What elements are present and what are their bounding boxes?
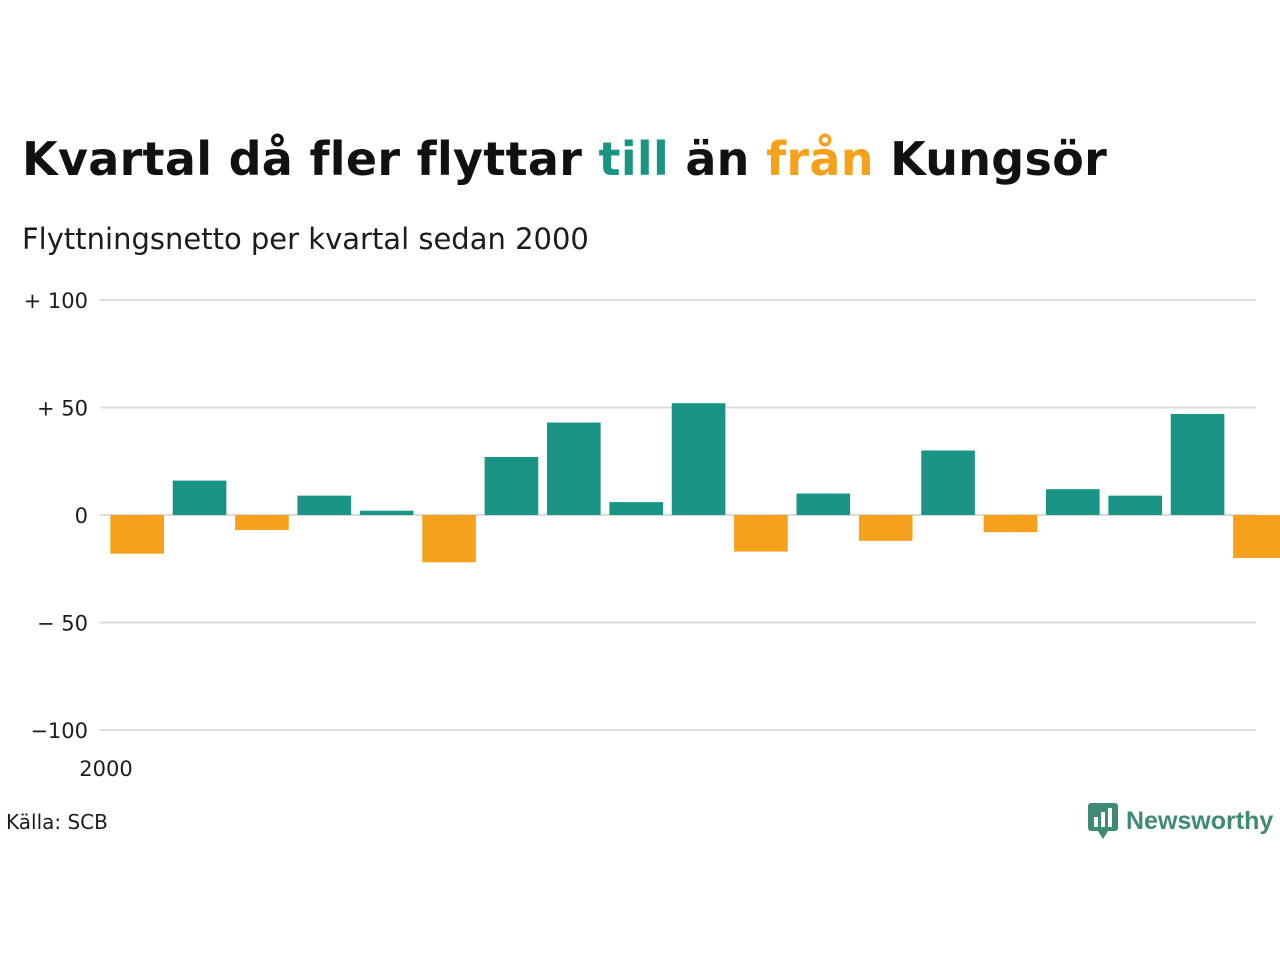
bar-negative <box>858 515 913 541</box>
chart-title: Kvartal då fler flyttar till än från Kun… <box>22 132 1107 186</box>
newsworthy-logo: Newsworthy <box>1088 803 1273 839</box>
x-axis-ticks: 20002005201020152020 <box>79 757 132 781</box>
y-tick-label: + 100 <box>24 289 88 313</box>
bar-positive <box>1045 489 1100 515</box>
bar-negative <box>110 515 165 554</box>
bar-positive <box>609 502 664 515</box>
title-part-3: Kungsör <box>873 132 1108 186</box>
chart-subtitle: Flyttningsnetto per kvartal sedan 2000 <box>22 222 589 256</box>
bar-positive <box>671 403 726 515</box>
bar-negative <box>983 515 1038 533</box>
x-tick-label: 2000 <box>79 757 132 781</box>
bar-positive <box>297 495 352 515</box>
bar-positive <box>1108 495 1163 515</box>
title-part-2: än <box>669 132 767 186</box>
bar-positive <box>546 422 601 515</box>
y-tick-label: 0 <box>75 504 88 528</box>
y-axis-ticks: + 100 + 50 0 − 50 −100 <box>24 289 88 743</box>
y-tick-label: + 50 <box>37 397 88 421</box>
y-tick-label: − 50 <box>37 612 88 636</box>
y-tick-label: −100 <box>30 719 88 743</box>
title-word-till: till <box>598 132 670 186</box>
title-part-1: Kvartal då fler flyttar <box>22 132 599 186</box>
title-word-fran: från <box>766 132 874 186</box>
newsworthy-logo-text: Newsworthy <box>1126 806 1274 835</box>
bar-positive <box>921 450 975 515</box>
newsworthy-logo-icon <box>1088 803 1118 839</box>
bar-negative <box>235 515 289 531</box>
bars <box>110 403 1280 563</box>
bar-positive <box>172 480 227 515</box>
bar-negative <box>1233 515 1280 558</box>
bar-chart: + 100 + 50 0 − 50 −100 20002005201020152020 <box>24 289 1280 781</box>
bar-negative <box>422 515 476 563</box>
bar-positive <box>359 510 414 515</box>
source-note: Källa: SCB <box>6 810 108 834</box>
bar-positive <box>796 493 851 515</box>
bar-positive <box>484 456 539 515</box>
bar-positive <box>1170 413 1225 515</box>
bar-negative <box>734 515 788 552</box>
